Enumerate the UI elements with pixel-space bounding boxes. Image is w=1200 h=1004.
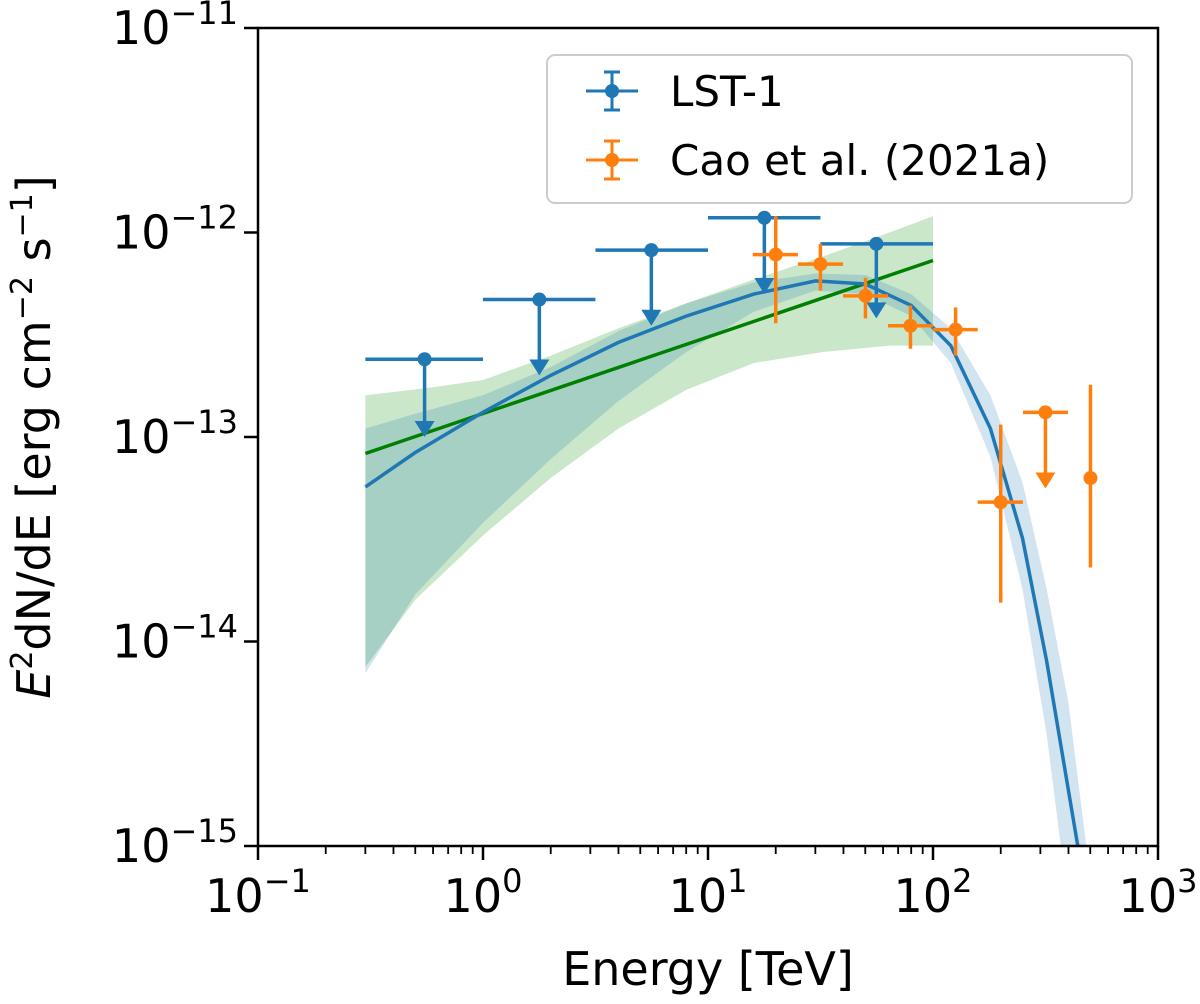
legend-marker-lst1 [586,70,638,112]
ul-marker [417,352,432,367]
ul-arrowhead [866,302,887,319]
cao-point [752,216,798,324]
y-tick-label: 10−13 [112,403,238,464]
ul-arrowhead [754,278,775,295]
ul-arrowhead [1035,472,1056,489]
tick-labels: 10−1 100 101 102 103 10−15 10−14 10−13 10−12 10−1… [112,0,1198,923]
cao-point [888,305,933,349]
lst1-upper-limit [365,352,483,437]
y-tick-label: 10−14 [112,608,238,669]
ul-arrowhead [641,309,662,326]
ul-marker [757,210,772,225]
axis-ticks [244,26,1160,860]
model-lines [364,258,1080,846]
ul-arrowhead [414,421,435,437]
cao-point [797,243,843,291]
legend-marker-cao [586,139,638,181]
cao-point [1083,384,1098,568]
marker [903,318,918,333]
marker [858,288,873,303]
x-tick-label: 10−1 [205,862,311,923]
powerlaw-line [364,258,934,456]
cao-point [842,277,889,319]
legend: LST-1 Cao et al. (2021a) [546,54,1133,204]
confidence-bands [365,216,1087,846]
marker [1083,471,1098,486]
legend-box [546,54,1133,204]
logparabola-line [364,279,1080,846]
x-axis-label: Energy [TeV] [562,942,854,996]
marker [993,495,1008,510]
ul-marker [532,292,547,307]
powerlaw-band [365,216,933,668]
legend-label-cao: Cao et al. (2021a) [670,136,1049,185]
lst1-upper-limit [595,243,708,326]
y-axis-label: E2dN/dE [erg cm−2 s−1] [5,175,61,698]
logparabola-band [365,273,1087,846]
data-points [365,210,1098,603]
y-tick-label: 10−12 [112,199,238,260]
lst1-upper-limit [483,292,596,376]
y-tick-label: 10−15 [112,812,238,873]
legend-label-lst1: LST-1 [670,67,784,116]
cao-point [977,424,1023,603]
cao-upper-limit [1022,405,1068,489]
x-tick-label: 101 [669,862,748,923]
ul-marker [644,243,659,258]
ul-marker [869,236,884,251]
ul-arrowhead [529,359,550,376]
marker [948,322,963,337]
x-tick-label: 100 [444,862,523,923]
cao-point [933,307,978,356]
y-tick-label: 10−11 [112,0,238,55]
lst1-upper-limit [820,236,933,319]
marker [813,257,828,272]
marker [768,247,783,262]
x-tick-label: 103 [1119,862,1198,923]
ul-marker [1038,405,1053,420]
x-tick-label: 102 [894,862,973,923]
